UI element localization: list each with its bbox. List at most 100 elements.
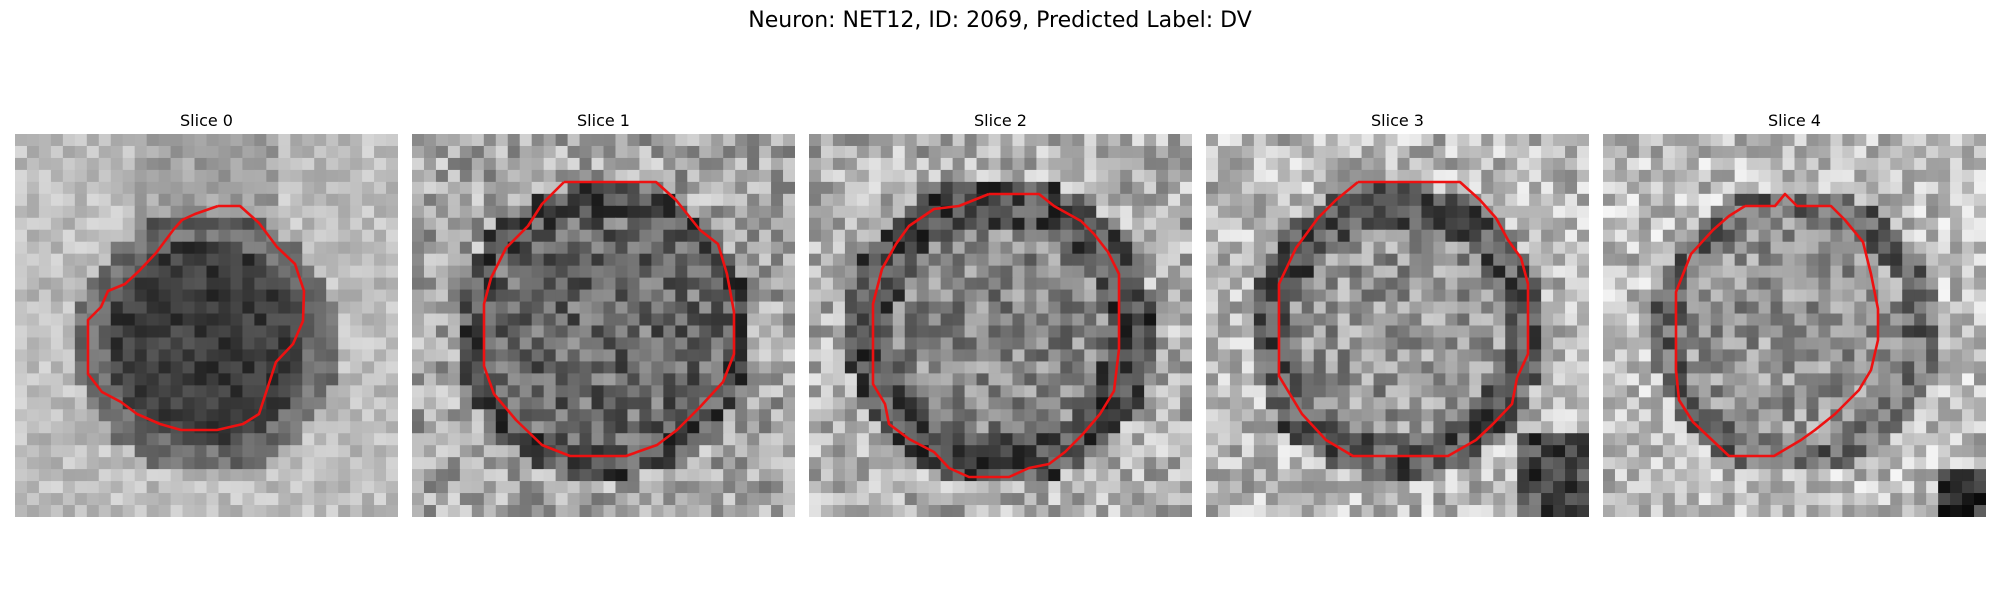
pixel	[1229, 289, 1243, 303]
pixel	[747, 265, 760, 279]
pixel	[856, 205, 870, 219]
pixel	[1265, 313, 1279, 327]
pixel	[1012, 421, 1026, 434]
pixel	[50, 457, 64, 470]
pixel	[1265, 229, 1279, 243]
pixel	[447, 241, 461, 255]
pixel	[1301, 445, 1315, 458]
pixel	[74, 157, 88, 171]
pixel-grid-2	[809, 134, 1192, 517]
pixel	[1108, 421, 1121, 434]
pixel	[1433, 337, 1446, 351]
pixel	[844, 289, 858, 303]
pixel	[1662, 229, 1676, 243]
pixel	[1770, 385, 1784, 398]
pixel	[856, 433, 870, 446]
pixel	[1253, 409, 1267, 422]
pixel	[880, 169, 894, 183]
pixel	[1541, 493, 1554, 506]
pixel	[928, 481, 942, 494]
pixel	[543, 385, 557, 398]
pixel	[1397, 289, 1411, 303]
pixel	[735, 373, 748, 386]
pixel-grid-1	[412, 134, 795, 517]
pixel	[1830, 301, 1843, 315]
pixel	[904, 145, 918, 159]
pixel	[1433, 505, 1446, 517]
pixel	[134, 361, 148, 374]
pixel	[1168, 433, 1181, 446]
pixel	[735, 134, 748, 147]
pixel	[543, 421, 557, 434]
pixel	[1229, 325, 1243, 339]
pixel	[916, 134, 930, 147]
pixel	[1638, 433, 1652, 446]
pixel	[1710, 373, 1724, 386]
pixel	[423, 169, 437, 183]
pixel	[1746, 409, 1760, 422]
pixel	[519, 337, 533, 351]
pixel	[783, 457, 795, 470]
pixel	[1866, 301, 1879, 315]
pixel	[964, 445, 978, 458]
pixel	[880, 349, 894, 363]
pixel	[98, 481, 112, 494]
pixel	[1265, 457, 1279, 470]
pixel	[266, 145, 279, 159]
pixel	[1770, 229, 1784, 243]
pixel	[314, 337, 327, 351]
pixel	[1337, 313, 1351, 327]
pixel	[615, 469, 629, 482]
pixel	[170, 385, 184, 398]
pixel	[1313, 145, 1327, 159]
pixel	[1842, 241, 1855, 255]
pixel	[928, 134, 942, 147]
pixel	[1950, 409, 1963, 422]
pixel	[1626, 169, 1640, 183]
pixel	[651, 229, 664, 243]
pixel	[579, 361, 593, 374]
pixel	[856, 325, 870, 339]
pixel	[1878, 361, 1891, 374]
pixel	[1349, 481, 1363, 494]
pixel	[1289, 433, 1303, 446]
pixel	[471, 181, 485, 195]
pixel	[1289, 337, 1303, 351]
pixel	[771, 505, 784, 517]
pixel	[242, 241, 255, 255]
pixel	[1457, 169, 1470, 183]
pixel	[1289, 277, 1303, 291]
pixel	[495, 277, 509, 291]
pixel	[86, 265, 100, 279]
pixel	[1421, 157, 1435, 171]
pixel	[940, 421, 954, 434]
pixel	[1072, 229, 1085, 243]
pixel	[194, 229, 208, 243]
pixel	[1421, 481, 1435, 494]
pixel	[1241, 289, 1255, 303]
pixel	[471, 205, 485, 219]
pixel	[98, 373, 112, 386]
pixel	[447, 301, 461, 315]
pixel	[206, 409, 220, 422]
pixel	[1445, 181, 1458, 195]
pixel	[916, 349, 930, 363]
pixel	[110, 457, 124, 470]
pixel	[1878, 157, 1891, 171]
pixel	[1734, 277, 1748, 291]
pixel	[1277, 217, 1291, 231]
pixel	[1206, 445, 1219, 458]
pixel	[1036, 241, 1049, 255]
pixel	[1084, 181, 1097, 195]
pixel	[374, 373, 387, 386]
pixel	[904, 421, 918, 434]
pixel	[1253, 181, 1267, 195]
pixel	[1866, 193, 1879, 207]
pixel	[1168, 349, 1181, 363]
pixel	[519, 217, 533, 231]
pixel	[627, 193, 641, 207]
pixel	[1806, 313, 1820, 327]
pixel	[711, 361, 724, 374]
pixel	[471, 157, 485, 171]
pixel	[603, 361, 617, 374]
